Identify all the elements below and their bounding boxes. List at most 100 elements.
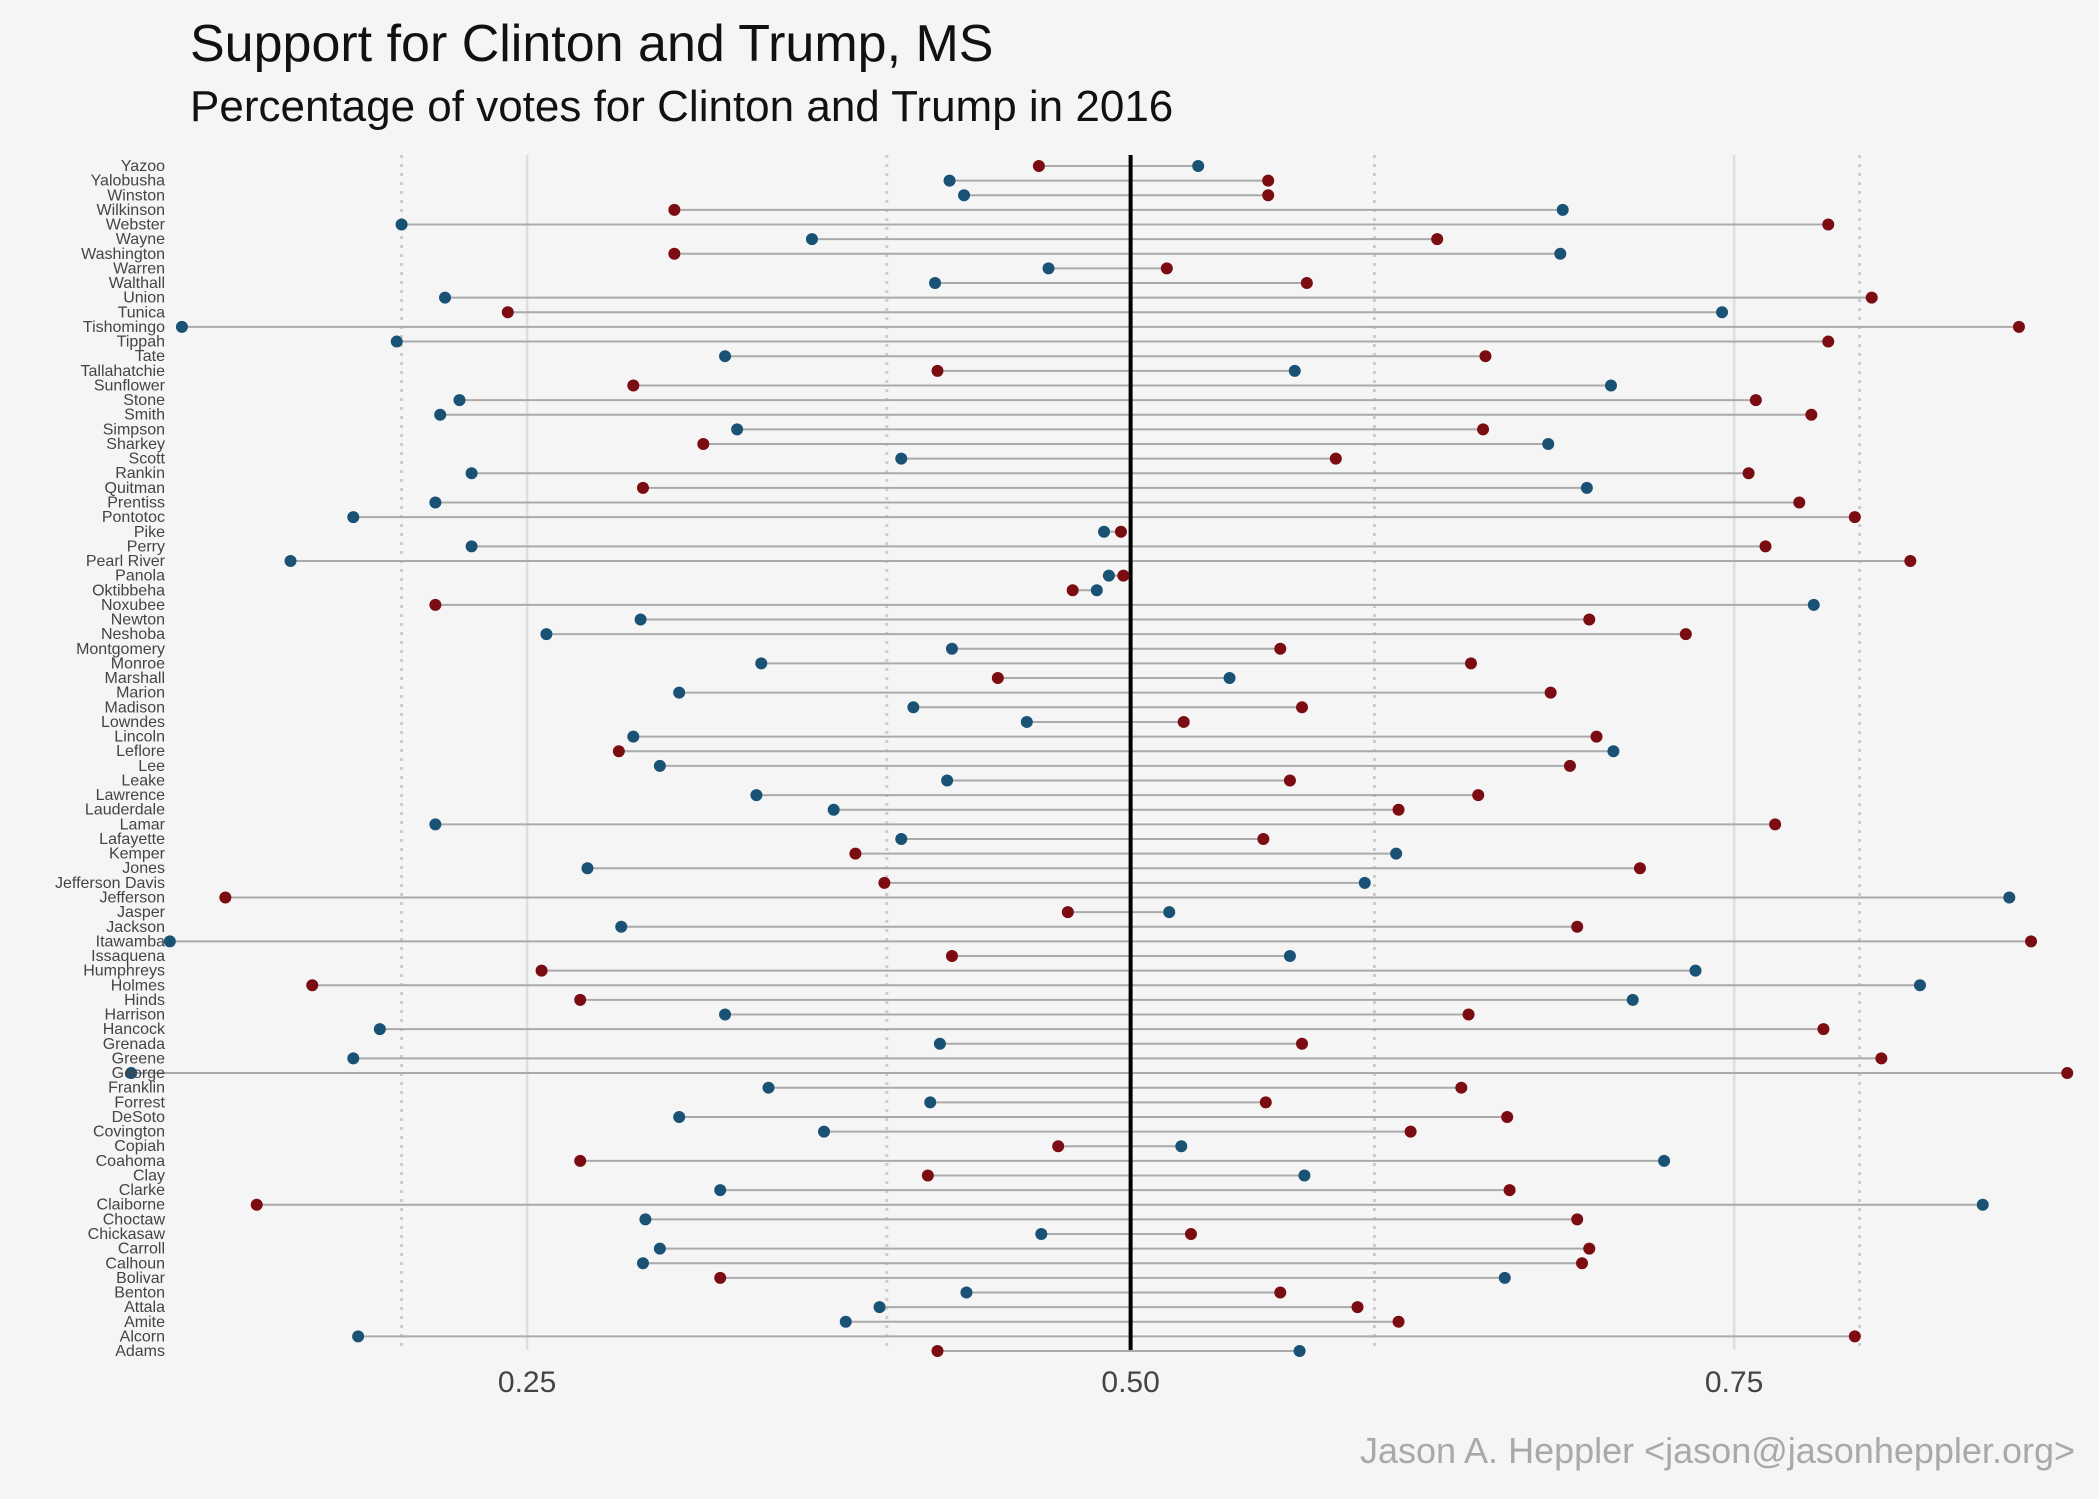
trump-point [1114,525,1127,538]
county-label: Oktibbeha [92,582,165,599]
trump-point [1563,759,1576,772]
clinton-point [1542,437,1555,450]
chart-subtitle: Percentage of votes for Clinton and Trum… [190,82,1174,131]
county-label: Chickasaw [88,1226,166,1243]
clinton-point [125,1067,138,1080]
clinton-point [755,657,768,670]
trump-point [1479,350,1492,363]
trump-point [1472,789,1485,802]
county-label: Smith [124,407,165,424]
connector-layer [131,165,2068,1353]
trump-point [1351,1301,1364,1314]
trump-point [1904,555,1917,568]
clinton-point [347,511,360,524]
clinton-point [1976,1198,1989,1211]
county-label: Jefferson Davis [55,875,165,892]
clinton-point [639,1213,652,1226]
trump-point [2061,1067,2074,1080]
county-label: Walthall [109,275,165,292]
clinton-point [1090,584,1103,597]
county-label: Grenada [103,1036,165,1053]
trump-point [1848,1330,1861,1343]
trump-point [1160,262,1173,275]
county-label: Noxubee [101,597,165,614]
trump-point [991,672,1004,685]
county-label: Jackson [106,919,165,936]
clinton-point [163,935,176,948]
clinton-point [805,233,818,246]
trump-point [1583,1242,1596,1255]
trump-point [1392,803,1405,816]
county-label: Tunica [118,304,166,321]
clinton-point [465,467,478,480]
county-label: Winston [107,187,165,204]
x-tick-label: 0.25 [498,1366,556,1399]
county-label: Amite [124,1314,165,1331]
clinton-point [1390,847,1403,860]
county-label: Tippah [117,334,165,351]
trump-point [945,950,958,963]
trump-point [878,876,891,889]
county-label: Forrest [114,1094,165,1111]
trump-point [1848,511,1861,524]
county-label: Pearl River [86,553,166,570]
clinton-point [395,218,408,231]
clinton-point [453,394,466,407]
trump-point [636,481,649,494]
county-label: Tallahatchie [81,363,166,380]
trump-point [668,203,681,216]
trump-point [1769,818,1782,831]
county-label: Coahoma [96,1153,165,1170]
county-label: Washington [81,246,165,263]
trump-point [1875,1052,1888,1065]
clinton-point [1913,979,1926,992]
county-label: Yalobusha [91,173,166,190]
county-label: Wayne [116,231,165,248]
county-label: Lafayette [99,831,165,848]
trump-point [1184,1227,1197,1240]
clinton-point [719,1008,732,1021]
county-label: Covington [93,1124,165,1141]
trump-point [1793,496,1806,509]
county-label: Newton [111,612,165,629]
clinton-point [1020,715,1033,728]
clinton-point [839,1315,852,1328]
county-label: Carroll [118,1241,165,1258]
clinton-point [958,189,971,202]
county-label: Adams [115,1343,165,1360]
y-axis-labels: YazooYalobushaWinstonWilkinsonWebsterWay… [55,158,166,1360]
county-label: Warren [113,260,165,277]
trump-point [1817,1023,1830,1036]
county-label: Union [123,290,165,307]
clinton-point [284,555,297,568]
trump-point [1259,1096,1272,1109]
county-label: Humphreys [83,963,165,980]
clinton-point [929,277,942,290]
trump-point [1477,423,1490,436]
clinton-point [1223,672,1236,685]
county-label: Lowndes [101,714,165,731]
clinton-point [895,452,908,465]
trump-point [1805,408,1818,421]
county-label: Jones [122,860,165,877]
clinton-point [673,686,686,699]
county-label: Kemper [109,846,166,863]
trump-point [1392,1315,1405,1328]
clinton-point [434,408,447,421]
clinton-point [627,730,640,743]
grid-layer [400,155,1862,1350]
county-label: Pontotoc [102,509,165,526]
clinton-point [1607,745,1620,758]
clinton-point [615,920,628,933]
clinton-point [1042,262,1055,275]
county-label: Monroe [111,655,165,672]
clinton-point [1716,306,1729,319]
county-label: Lee [138,758,165,775]
clinton-point [895,832,908,845]
county-label: Pike [134,524,165,541]
county-label: Prentiss [107,494,165,511]
trump-point [1274,1286,1287,1299]
clinton-point [1163,906,1176,919]
county-label: Hinds [124,992,165,1009]
